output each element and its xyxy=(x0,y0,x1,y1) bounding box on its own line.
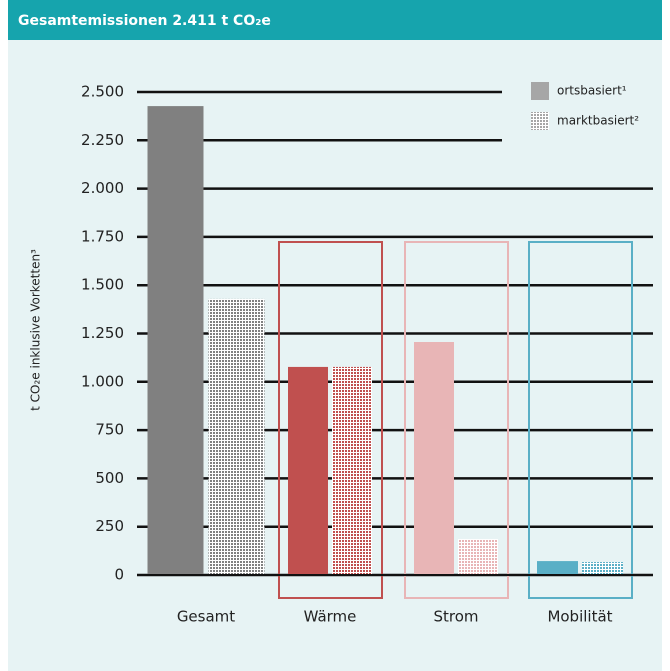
category-frame xyxy=(404,241,509,599)
bar xyxy=(208,298,265,575)
bar xyxy=(147,106,204,575)
legend-label: marktbasiert² xyxy=(557,114,639,128)
bar xyxy=(458,539,498,575)
x-tick-label: Wärme xyxy=(304,608,357,626)
y-tick-label: 1.000 xyxy=(81,372,124,390)
bar xyxy=(414,342,454,575)
y-tick-label: 1.500 xyxy=(81,276,124,294)
legend-swatch xyxy=(531,82,549,100)
legend-label: ortsbasiert¹ xyxy=(557,84,627,98)
y-tick-label: 1.750 xyxy=(81,227,124,245)
bar xyxy=(582,562,623,575)
y-tick-label: 2.250 xyxy=(81,131,124,149)
category-frame xyxy=(278,241,383,599)
y-tick-label: 0 xyxy=(114,566,124,584)
legend-swatch xyxy=(531,112,549,130)
x-tick-label: Mobilität xyxy=(547,608,612,626)
y-tick-label: 250 xyxy=(95,517,124,535)
x-tick-label: Gesamt xyxy=(177,608,235,626)
y-axis-label: t CO₂e inklusive Vorketten³ xyxy=(29,249,43,411)
bar xyxy=(288,366,328,575)
bar xyxy=(332,366,372,575)
bar xyxy=(537,561,578,575)
x-tick-label: Strom xyxy=(433,608,478,626)
y-tick-label: 750 xyxy=(95,421,124,439)
header xyxy=(8,0,662,40)
y-tick-label: 500 xyxy=(95,469,124,487)
y-tick-label: 2.000 xyxy=(81,179,124,197)
y-tick-label: 1.250 xyxy=(81,324,124,342)
y-tick-label: 2.500 xyxy=(81,83,124,101)
category-frame xyxy=(528,241,633,599)
chart-title: Gesamtemissionen 2.411 t CO₂e xyxy=(18,13,271,29)
